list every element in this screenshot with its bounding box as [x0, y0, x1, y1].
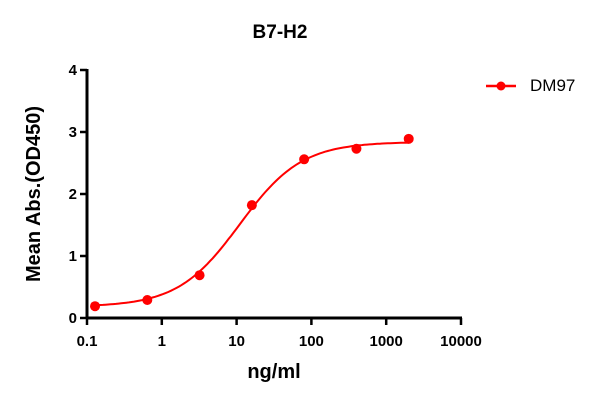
- data-point: [90, 301, 101, 312]
- x-tick-label: 10000: [440, 333, 482, 350]
- x-axis-label: ng/ml: [247, 361, 300, 383]
- data-points: [90, 133, 414, 312]
- legend-label: DM97: [530, 76, 576, 95]
- y-tick-label: 4: [69, 62, 78, 79]
- x-tick-label: 0.1: [77, 333, 98, 350]
- axes: 0 1 2 3 4 0.1 1 10 100 1000 10000: [69, 62, 482, 350]
- x-tick-label: 1: [158, 333, 166, 350]
- y-tick-label: 1: [69, 248, 77, 265]
- y-tick-label: 3: [69, 124, 77, 141]
- data-point: [246, 200, 257, 211]
- data-point: [194, 270, 205, 281]
- x-tick-label: 10: [228, 333, 245, 350]
- data-point: [403, 133, 414, 144]
- x-tick-label: 100: [299, 333, 324, 350]
- y-axis-label: Mean Abs.(OD450): [23, 106, 45, 282]
- chart-title: B7-H2: [252, 22, 308, 43]
- data-point: [351, 143, 362, 154]
- legend: DM97: [486, 76, 575, 96]
- fit-curve: [94, 141, 409, 307]
- legend-marker-icon: [486, 81, 516, 91]
- x-tick-label: 1000: [370, 333, 403, 350]
- y-tick-label: 2: [69, 186, 77, 203]
- data-point: [142, 295, 153, 306]
- data-point: [299, 154, 310, 165]
- y-tick-label: 0: [69, 310, 77, 327]
